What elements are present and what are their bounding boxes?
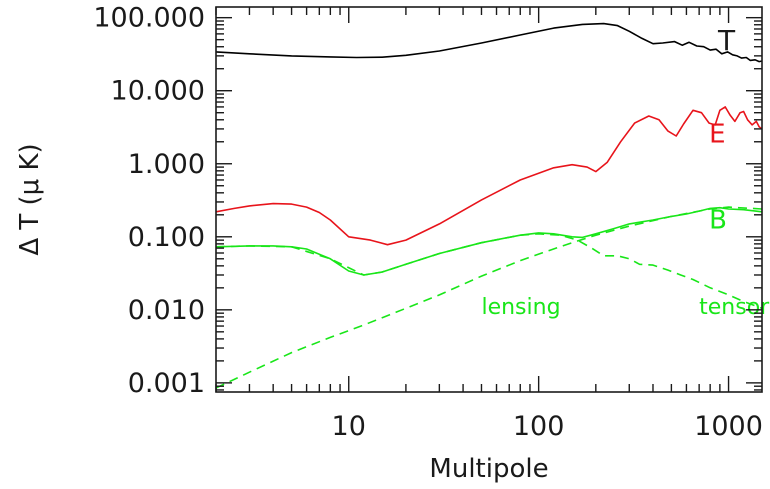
y-tick-label: 1.000: [128, 149, 205, 180]
y-axis: 0.001 0.010 0.100 1.000 10.000 100.000: [93, 3, 762, 399]
curves-layer: [215, 22, 763, 389]
x-tick-label: 100: [513, 411, 565, 442]
x-tick-label: 10: [332, 411, 366, 442]
x-axis-title: Multipole: [429, 454, 548, 484]
y-axis-title: Δ T (μ K): [15, 143, 45, 255]
annotation-lensing: lensing: [481, 295, 560, 320]
series-tensor-line: [215, 233, 763, 310]
plot-frame: [215, 6, 763, 393]
y-tick-label: 0.010: [128, 295, 205, 326]
series-B-line: [215, 206, 763, 276]
series-T-line: [215, 22, 763, 63]
y-tick-label: 100.000: [93, 3, 205, 34]
y-tick-label: 0.001: [128, 368, 205, 399]
annotation-T: T: [717, 24, 736, 57]
y-tick-label: 10.000: [111, 76, 205, 107]
x-tick-label: 1000: [694, 411, 763, 442]
annotation-B: B: [709, 205, 727, 235]
series-E-line: [215, 106, 763, 246]
y-tick-label: 0.100: [128, 222, 205, 253]
annotation-E: E: [709, 120, 725, 150]
series-lensing-line: [215, 206, 763, 389]
x-axis: 10 100 1000: [215, 7, 763, 442]
annotation-tensor: tensor: [699, 295, 770, 320]
